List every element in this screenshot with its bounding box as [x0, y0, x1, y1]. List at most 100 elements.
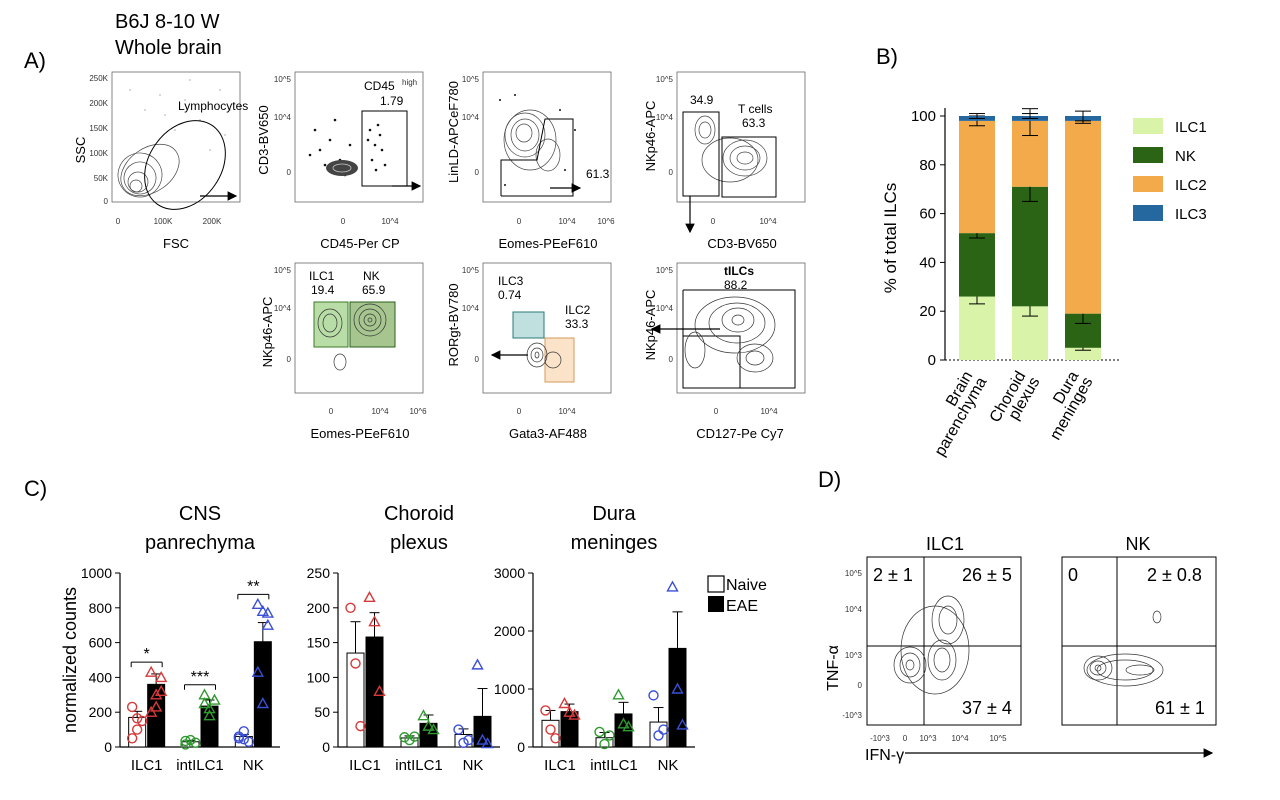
significance-label: *** [191, 669, 210, 686]
y-axis-label: normalized counts [60, 587, 80, 733]
data-point-eae [149, 700, 163, 712]
data-point-eae [427, 723, 440, 735]
y-tick-label: 200 [307, 600, 331, 616]
quadrant-lr: 37 ± 4 [962, 698, 1012, 718]
svg-text:10^5: 10^5 [274, 75, 292, 84]
gate-value-cd45: 1.79 [380, 94, 404, 108]
svg-text:10^4: 10^4 [274, 113, 292, 122]
contour-lines [117, 143, 180, 198]
quadrant-ur: 26 ± 5 [962, 565, 1012, 585]
y-tick-labels: 10^5 10^4 0 [656, 266, 674, 364]
gate-label-nk: NK [363, 269, 380, 283]
x-tick-label: ILC1 [349, 757, 381, 774]
data-point-naive [185, 734, 196, 746]
y-tick-label: 50 [314, 704, 330, 720]
flow-plot-ilc2-ilc3: ILC3 0.74 ILC2 33.3 RORgt-BV780 Gata3-AF… [446, 262, 612, 441]
y-tick-label: 3000 [494, 565, 525, 581]
legend-swatch-ilc2 [1133, 176, 1163, 192]
y-axis-label: CD3-BV650 [256, 105, 271, 174]
data-point-eae [476, 733, 489, 745]
flow-plot-cd45: CD45 high 1.79 CD3-BV650 CD45-Per CP 10^… [256, 71, 424, 251]
bar-segment-ilc1 [1065, 347, 1101, 360]
x-tick-label: intILC1 [395, 757, 443, 774]
svg-text:10^3: 10^3 [919, 734, 937, 743]
data-point-eae [198, 697, 211, 709]
y-tick-label: 100 [911, 108, 936, 125]
panel-a-title-line2: Whole brain [115, 37, 222, 59]
bar-eae [560, 711, 579, 748]
flow-plot-nk-cytokines: NK 0 2 ± 0.8 61 ± 1 [1061, 534, 1217, 726]
y-tick-label: 1000 [494, 681, 525, 697]
quadrant-ur: 2 ± 0.8 [1147, 565, 1202, 585]
data-point-naive [126, 701, 138, 713]
gate-value-ilc3: 0.74 [498, 288, 522, 302]
data-point-naive [550, 733, 561, 744]
counts-chart: Choroid plexus 0 50 100 150 200 250 ILC1 intILC1 N… [307, 503, 500, 774]
bar-eae [473, 715, 492, 748]
svg-text:0: 0 [341, 217, 346, 226]
legend-swatch-ilc1 [1133, 118, 1163, 134]
svg-text:10^4: 10^4 [381, 217, 399, 226]
svg-text:0: 0 [517, 217, 522, 226]
bar-segment-ilc1 [959, 296, 995, 360]
data-point-naive [180, 735, 191, 747]
quadrant-ul: 2 ± 1 [873, 565, 913, 585]
scatter-dots [129, 79, 231, 151]
gate-value-linld: 61.3 [586, 167, 610, 181]
y-tick-label: 0 [104, 739, 112, 755]
data-point-eae [617, 717, 630, 729]
y-axis-label: LinLD-APCeF780 [446, 81, 461, 183]
data-point-eae [363, 590, 376, 603]
legend-swatch-ilc3 [1133, 205, 1163, 221]
y-tick-label: 400 [89, 669, 113, 685]
data-point-naive [409, 731, 420, 742]
y-tick-label: 200 [89, 704, 113, 720]
bar-segment-nk [959, 233, 995, 297]
data-point-naive [648, 690, 659, 701]
chart-title-line: Choroid [384, 503, 454, 525]
data-point-eae [622, 720, 635, 732]
x-tick-labels: 0 10^4 [711, 217, 777, 226]
data-point-naive [243, 736, 255, 747]
data-point-eae [251, 665, 265, 677]
svg-text:10^4: 10^4 [951, 734, 969, 743]
y-axis-label: NKp46-APC [643, 101, 658, 172]
svg-text:10^5: 10^5 [462, 75, 480, 84]
gate-label-cd45: CD45 [364, 79, 395, 93]
y-axis-label: SSC [73, 137, 88, 164]
gate-value-ilc2: 33.3 [565, 317, 589, 331]
data-point-naive [131, 724, 143, 735]
data-point-naive [658, 724, 669, 735]
svg-text:-10^3: -10^3 [842, 711, 862, 720]
y-tick-labels: 10^5 10^4 0 [274, 75, 292, 177]
svg-text:10^4: 10^4 [558, 217, 576, 226]
svg-text:200K: 200K [89, 99, 108, 108]
svg-text:10^4: 10^4 [656, 113, 674, 122]
bar-charts-counts: CNSpanrechyma02004006008001000normalized… [60, 503, 695, 774]
svg-text:200K: 200K [203, 217, 222, 226]
legend-naive-label: Naive [726, 577, 767, 594]
plot-title: NK [1125, 534, 1150, 554]
legend-label: NK [1175, 148, 1196, 165]
y-tick-labels: 10^5 10^4 0 [656, 75, 674, 177]
panel-c-legend: Naive EAE [707, 575, 767, 615]
svg-text:10^4: 10^4 [462, 304, 480, 313]
data-point-naive [345, 602, 356, 613]
data-point-naive [463, 734, 474, 746]
bar-segment-ilc2 [959, 120, 995, 234]
plot-title: ILC1 [926, 534, 964, 554]
gate-label-lymphocytes: Lymphocytes [178, 99, 248, 113]
y-tick-label: 100 [307, 669, 331, 685]
legend-label: ILC1 [1175, 119, 1207, 136]
gate-label-ilc2: ILC2 [565, 303, 591, 317]
gate-label-tcells: T cells [738, 102, 772, 116]
data-point-eae [666, 580, 679, 592]
svg-text:0: 0 [669, 355, 674, 364]
data-point-eae [417, 709, 430, 721]
data-point-eae [203, 709, 216, 721]
y-tick-label: 2000 [494, 623, 525, 639]
chart-title-line: Dura [592, 503, 636, 525]
contour-lines [684, 296, 776, 373]
data-point-eae [558, 697, 571, 709]
